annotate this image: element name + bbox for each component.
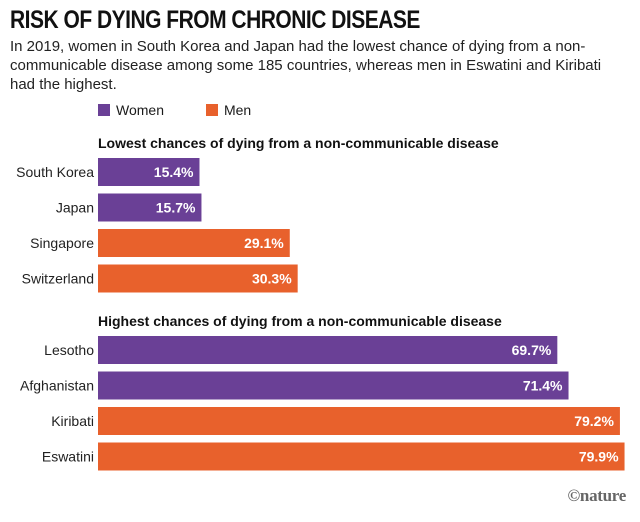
bar-kiribati: [98, 407, 620, 435]
legend-item-men: Men: [205, 102, 252, 118]
legend-swatch-women: [98, 104, 110, 116]
legend: Women Men: [98, 102, 251, 118]
category-label-switzerland: Switzerland: [22, 271, 94, 287]
bar-south-korea: [98, 158, 200, 186]
chart-subtitle: In 2019, women in South Korea and Japan …: [10, 38, 602, 93]
category-label-singapore: Singapore: [30, 235, 94, 251]
value-label-eswatini: 79.9%: [579, 449, 619, 465]
value-label-singapore: 29.1%: [244, 235, 284, 251]
panel-title-1: Lowest chances of dying from a non-commu…: [98, 135, 499, 151]
legend-swatch-men: [205, 104, 218, 116]
bar-singapore: [98, 229, 290, 257]
value-label-lesotho: 69.7%: [512, 342, 552, 358]
bar-eswatini: [98, 442, 625, 471]
value-label-japan: 15.7%: [156, 200, 196, 216]
value-label-kiribati: 79.2%: [574, 413, 614, 429]
category-label-lesotho: Lesotho: [44, 342, 94, 358]
bar-lesotho: [98, 336, 558, 364]
legend-label-women: Women: [116, 102, 164, 118]
value-label-south-korea: 15.4%: [154, 164, 194, 180]
bar-switzerland: [98, 264, 298, 293]
category-label-south-korea: South Korea: [16, 164, 94, 180]
legend-item-women: Women: [98, 102, 164, 118]
chart-title: RISK OF DYING FROM CHRONIC DISEASE: [10, 6, 420, 34]
value-label-afghanistan: 71.4%: [523, 378, 563, 394]
category-label-afghanistan: Afghanistan: [20, 378, 94, 394]
category-label-kiribati: Kiribati: [51, 413, 94, 429]
bar-japan: [98, 193, 202, 222]
category-label-japan: Japan: [56, 200, 94, 216]
legend-label-men: Men: [223, 102, 252, 118]
category-label-eswatini: Eswatini: [42, 449, 94, 465]
nature-credit: ©nature: [567, 486, 627, 505]
bar-afghanistan: [98, 371, 569, 400]
panel-title-2: Highest chances of dying from a non-comm…: [98, 313, 502, 329]
value-label-switzerland: 30.3%: [252, 271, 292, 287]
